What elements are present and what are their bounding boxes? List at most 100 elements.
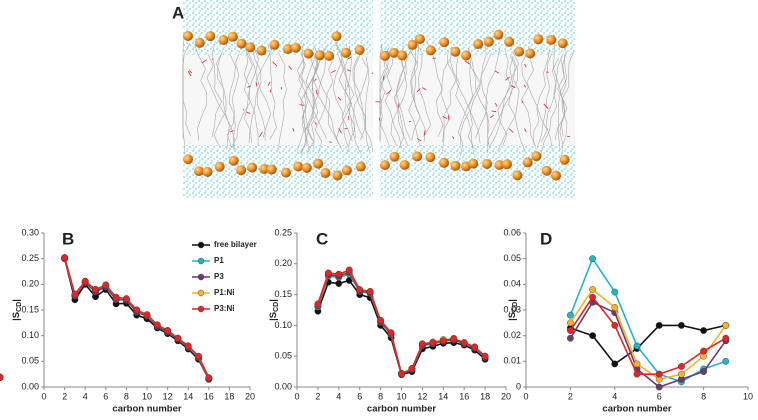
lipid-bond (347, 56, 352, 60)
lipid-tail (475, 42, 488, 139)
y-tick-label: 0.10 (274, 320, 292, 330)
legend-label: P1:Ni (214, 288, 234, 297)
phosphate-bead (194, 166, 205, 177)
x-tick-label: 10 (396, 391, 406, 401)
data-point (164, 327, 172, 334)
lipid-tail (384, 52, 402, 149)
lipid-bond (267, 81, 271, 86)
data-point (123, 295, 130, 303)
x-tick-label: 4 (612, 391, 617, 401)
phosphate-bead (533, 34, 544, 45)
phosphate-bead (301, 162, 312, 173)
data-point (345, 266, 353, 274)
membrane-image (182, 0, 575, 198)
y-axis-label-part: | (268, 299, 279, 302)
phosphate-bead (340, 47, 351, 58)
x-tick-label: 20 (501, 391, 511, 401)
lipid-tail (414, 45, 426, 142)
lipid-tail (463, 52, 490, 149)
data-point (567, 327, 574, 334)
series-line (569, 288, 727, 381)
lipid-bond (247, 85, 251, 88)
lipid-tail (314, 57, 335, 154)
phosphate-bead (324, 50, 335, 61)
data-point (633, 342, 641, 350)
data-point (174, 334, 182, 342)
data-point (450, 335, 458, 343)
lipid-bond (344, 127, 348, 130)
data-point (335, 280, 343, 287)
x-tick-label: 2 (568, 391, 573, 401)
data-point (700, 368, 707, 375)
lipid-tail (395, 52, 407, 149)
data-point (195, 352, 202, 360)
phosphate-bead (501, 159, 512, 170)
data-point (324, 269, 332, 277)
y-axis-label-part: |S (268, 312, 279, 321)
phosphate-bead (303, 48, 314, 59)
data-point (366, 288, 374, 295)
data-point (611, 321, 619, 329)
data-point (567, 334, 574, 342)
x-tick-label: 0 (294, 391, 299, 401)
phosphate-bead (482, 158, 493, 169)
phosphate-bead (493, 29, 504, 40)
lipid-tail (440, 46, 453, 143)
data-point (0, 373, 4, 381)
y-axis-label: |SCD| (268, 299, 280, 321)
series-line (317, 271, 486, 375)
x-tick-label: 4 (83, 391, 88, 401)
data-point (722, 357, 730, 365)
x-tick-label: 20 (245, 391, 255, 401)
lipid-tail (540, 58, 559, 155)
phosphate-bead (341, 165, 352, 176)
lipid-bond (346, 69, 351, 72)
phosphate-bead (269, 39, 280, 50)
phosphate-bead (399, 159, 410, 170)
y-tick-label: 0.15 (274, 289, 292, 299)
y-axis-label-part: |S (507, 312, 518, 321)
x-tick-label: 18 (480, 391, 490, 401)
lipid-tail (335, 43, 353, 140)
data-point (471, 343, 479, 351)
data-point (408, 365, 416, 372)
lipid-tail (216, 53, 230, 150)
lipid-bond (242, 108, 245, 111)
data-point (678, 321, 685, 329)
lipid-bond (329, 141, 332, 143)
lipid-tail (536, 51, 553, 148)
lipid-tail (449, 59, 475, 156)
y-tick-label: 0.01 (503, 356, 521, 366)
legend-label: free bilayer (214, 240, 257, 249)
data-point (81, 277, 89, 285)
y-axis-label-part: CD (512, 302, 519, 312)
data-point (589, 255, 596, 263)
y-tick-label: 0 (516, 381, 521, 391)
phosphate-bead (266, 164, 277, 175)
lipid-tail (182, 40, 192, 137)
data-point (429, 339, 437, 347)
lipid-tail (390, 50, 408, 147)
phosphate-bead (314, 50, 325, 61)
lipid-tail (485, 48, 501, 145)
data-point (567, 311, 574, 319)
y-tick-label: 0.05 (503, 253, 521, 263)
lipid-tail (521, 51, 537, 148)
lipid-bond (246, 111, 251, 114)
phosphate-bead (397, 50, 408, 61)
lipid-tail (508, 56, 526, 153)
phosphate-bead (439, 157, 450, 168)
y-tick-label: 0.05 (21, 356, 39, 366)
phosphate-bead (531, 151, 542, 162)
lipid-bond (490, 114, 494, 119)
lipid-tail (545, 53, 564, 150)
lipid-bond (288, 65, 292, 70)
data-point (700, 347, 707, 355)
lipid-bond (314, 78, 317, 81)
phosphate-bead (228, 155, 239, 166)
x-axis-label: carbon number (112, 404, 181, 415)
y-tick-label: 0.04 (503, 279, 521, 289)
lipid-tail (379, 44, 383, 141)
lipid-bond (337, 96, 342, 101)
phosphate-bead (494, 159, 505, 170)
